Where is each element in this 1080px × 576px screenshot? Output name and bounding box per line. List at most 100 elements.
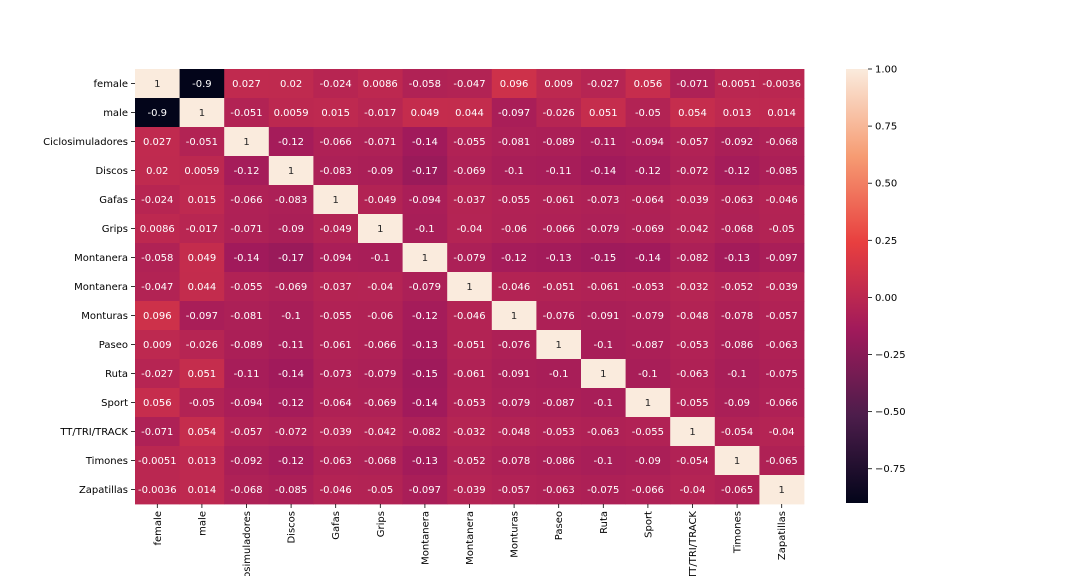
heatmap-cell <box>135 156 180 186</box>
cell-value-label: -0.063 <box>587 427 619 438</box>
cell-value-label: -0.13 <box>546 253 572 264</box>
heatmap-cell <box>625 98 671 128</box>
cell-value-label: -0.051 <box>453 340 485 351</box>
cell-value-label: -0.066 <box>320 137 352 148</box>
cell-value-label: -0.082 <box>676 253 708 264</box>
cell-value-label: 1 <box>779 485 785 496</box>
colorbar: 1.00 0.75 0.50 0.25 0.00 −0.25 −0.50 −0.75 <box>846 65 906 503</box>
heatmap-cell <box>179 98 225 128</box>
heatmap-cell <box>625 243 671 273</box>
heatmap-cell <box>313 69 359 99</box>
cell-value-label: -0.091 <box>498 369 530 380</box>
heatmap-cell <box>447 330 493 360</box>
heatmap-cell <box>759 417 805 447</box>
heatmap-cell <box>759 243 805 273</box>
heatmap-cell <box>179 417 225 447</box>
heatmap-cell <box>536 127 582 157</box>
heatmap-cell <box>268 243 314 273</box>
heatmap-cell <box>224 359 270 389</box>
heatmap-cell <box>135 388 180 418</box>
cell-value-label: -0.13 <box>724 253 750 264</box>
heatmap-cell <box>135 475 180 505</box>
heatmap-cell <box>536 69 582 99</box>
cell-value-label: -0.097 <box>409 485 441 496</box>
heatmap-cell <box>491 127 537 157</box>
heatmap-cell <box>224 185 270 215</box>
heatmap-cell <box>358 330 403 360</box>
heatmap-cell <box>358 272 403 302</box>
cell-value-label: -0.12 <box>724 166 750 177</box>
cell-value-label: 0.049 <box>188 253 217 264</box>
heatmap-cell <box>313 243 359 273</box>
heatmap-cell <box>224 330 270 360</box>
heatmap-cell <box>536 475 582 505</box>
cell-value-label: -0.055 <box>320 311 352 322</box>
heatmap-cell <box>135 127 180 157</box>
heatmap-cell <box>268 388 314 418</box>
cell-value-label: -0.069 <box>632 224 664 235</box>
x-tick-label: male <box>197 511 208 536</box>
heatmap-cell <box>581 127 626 157</box>
cell-value-label: 1 <box>377 224 383 235</box>
cell-value-label: -0.055 <box>632 427 664 438</box>
x-tick-label: Ciclosimuladores <box>242 511 253 576</box>
cell-value-label: -0.097 <box>766 253 798 264</box>
cell-value-label: 0.051 <box>589 108 618 119</box>
heatmap-cell <box>402 330 448 360</box>
heatmap-cell <box>581 475 626 505</box>
cell-value-label: 0.096 <box>143 311 172 322</box>
cell-value-label: -0.066 <box>230 195 262 206</box>
heatmap-cell <box>714 475 760 505</box>
cell-value-label: -0.055 <box>453 137 485 148</box>
cell-value-label: -0.11 <box>546 166 572 177</box>
cell-value-label: -0.06 <box>501 224 527 235</box>
cell-value-label: -0.081 <box>230 311 262 322</box>
heatmap-cell <box>759 301 805 331</box>
heatmap-cell <box>358 301 403 331</box>
x-tick-label: Montanera <box>420 511 431 565</box>
heatmap-cell <box>625 417 671 447</box>
y-tick-label: Ciclosimuladores <box>43 137 128 148</box>
heatmap-cell <box>447 69 493 99</box>
cell-value-label: -0.1 <box>638 369 658 380</box>
cell-value-label: 0.027 <box>232 79 261 90</box>
heatmap-cell <box>670 301 716 331</box>
heatmap-cell <box>714 243 760 273</box>
cell-value-label: -0.097 <box>498 108 530 119</box>
heatmap-cell <box>714 185 760 215</box>
cell-value-label: -0.081 <box>498 137 530 148</box>
heatmap-cell <box>491 156 537 186</box>
cell-value-label: 1 <box>645 398 651 409</box>
heatmap-cell <box>224 69 270 99</box>
heatmap-cell <box>447 475 493 505</box>
cell-value-label: -0.12 <box>234 166 260 177</box>
cell-value-label: -0.052 <box>453 456 485 467</box>
heatmap-cell <box>135 359 180 389</box>
y-tick-label: Monturas <box>81 311 128 322</box>
heatmap-cell <box>670 359 716 389</box>
heatmap-cell <box>268 475 314 505</box>
heatmap-cell <box>447 127 493 157</box>
cell-value-label: -0.089 <box>543 137 575 148</box>
heatmap-cell <box>268 330 314 360</box>
cell-value-label: -0.047 <box>453 79 485 90</box>
cell-value-label: -0.042 <box>676 224 708 235</box>
heatmap-cells <box>135 69 805 505</box>
cell-value-label: -0.11 <box>278 340 304 351</box>
heatmap-cell <box>268 301 314 331</box>
heatmap-cell <box>536 243 582 273</box>
cell-value-label: -0.17 <box>412 166 438 177</box>
heatmap-cell <box>268 359 314 389</box>
cell-value-label: -0.027 <box>587 79 619 90</box>
heatmap-cell <box>179 330 225 360</box>
cell-value-label: -0.075 <box>766 369 798 380</box>
cell-value-label: -0.053 <box>632 282 664 293</box>
heatmap-cell <box>268 127 314 157</box>
heatmap-cell <box>179 214 225 244</box>
cell-value-label: -0.064 <box>632 195 664 206</box>
heatmap-cell <box>670 446 716 476</box>
heatmap-cell <box>268 69 314 99</box>
heatmap-cell <box>714 446 760 476</box>
cell-value-label: -0.14 <box>412 137 438 148</box>
cell-value-label: -0.1 <box>371 253 391 264</box>
